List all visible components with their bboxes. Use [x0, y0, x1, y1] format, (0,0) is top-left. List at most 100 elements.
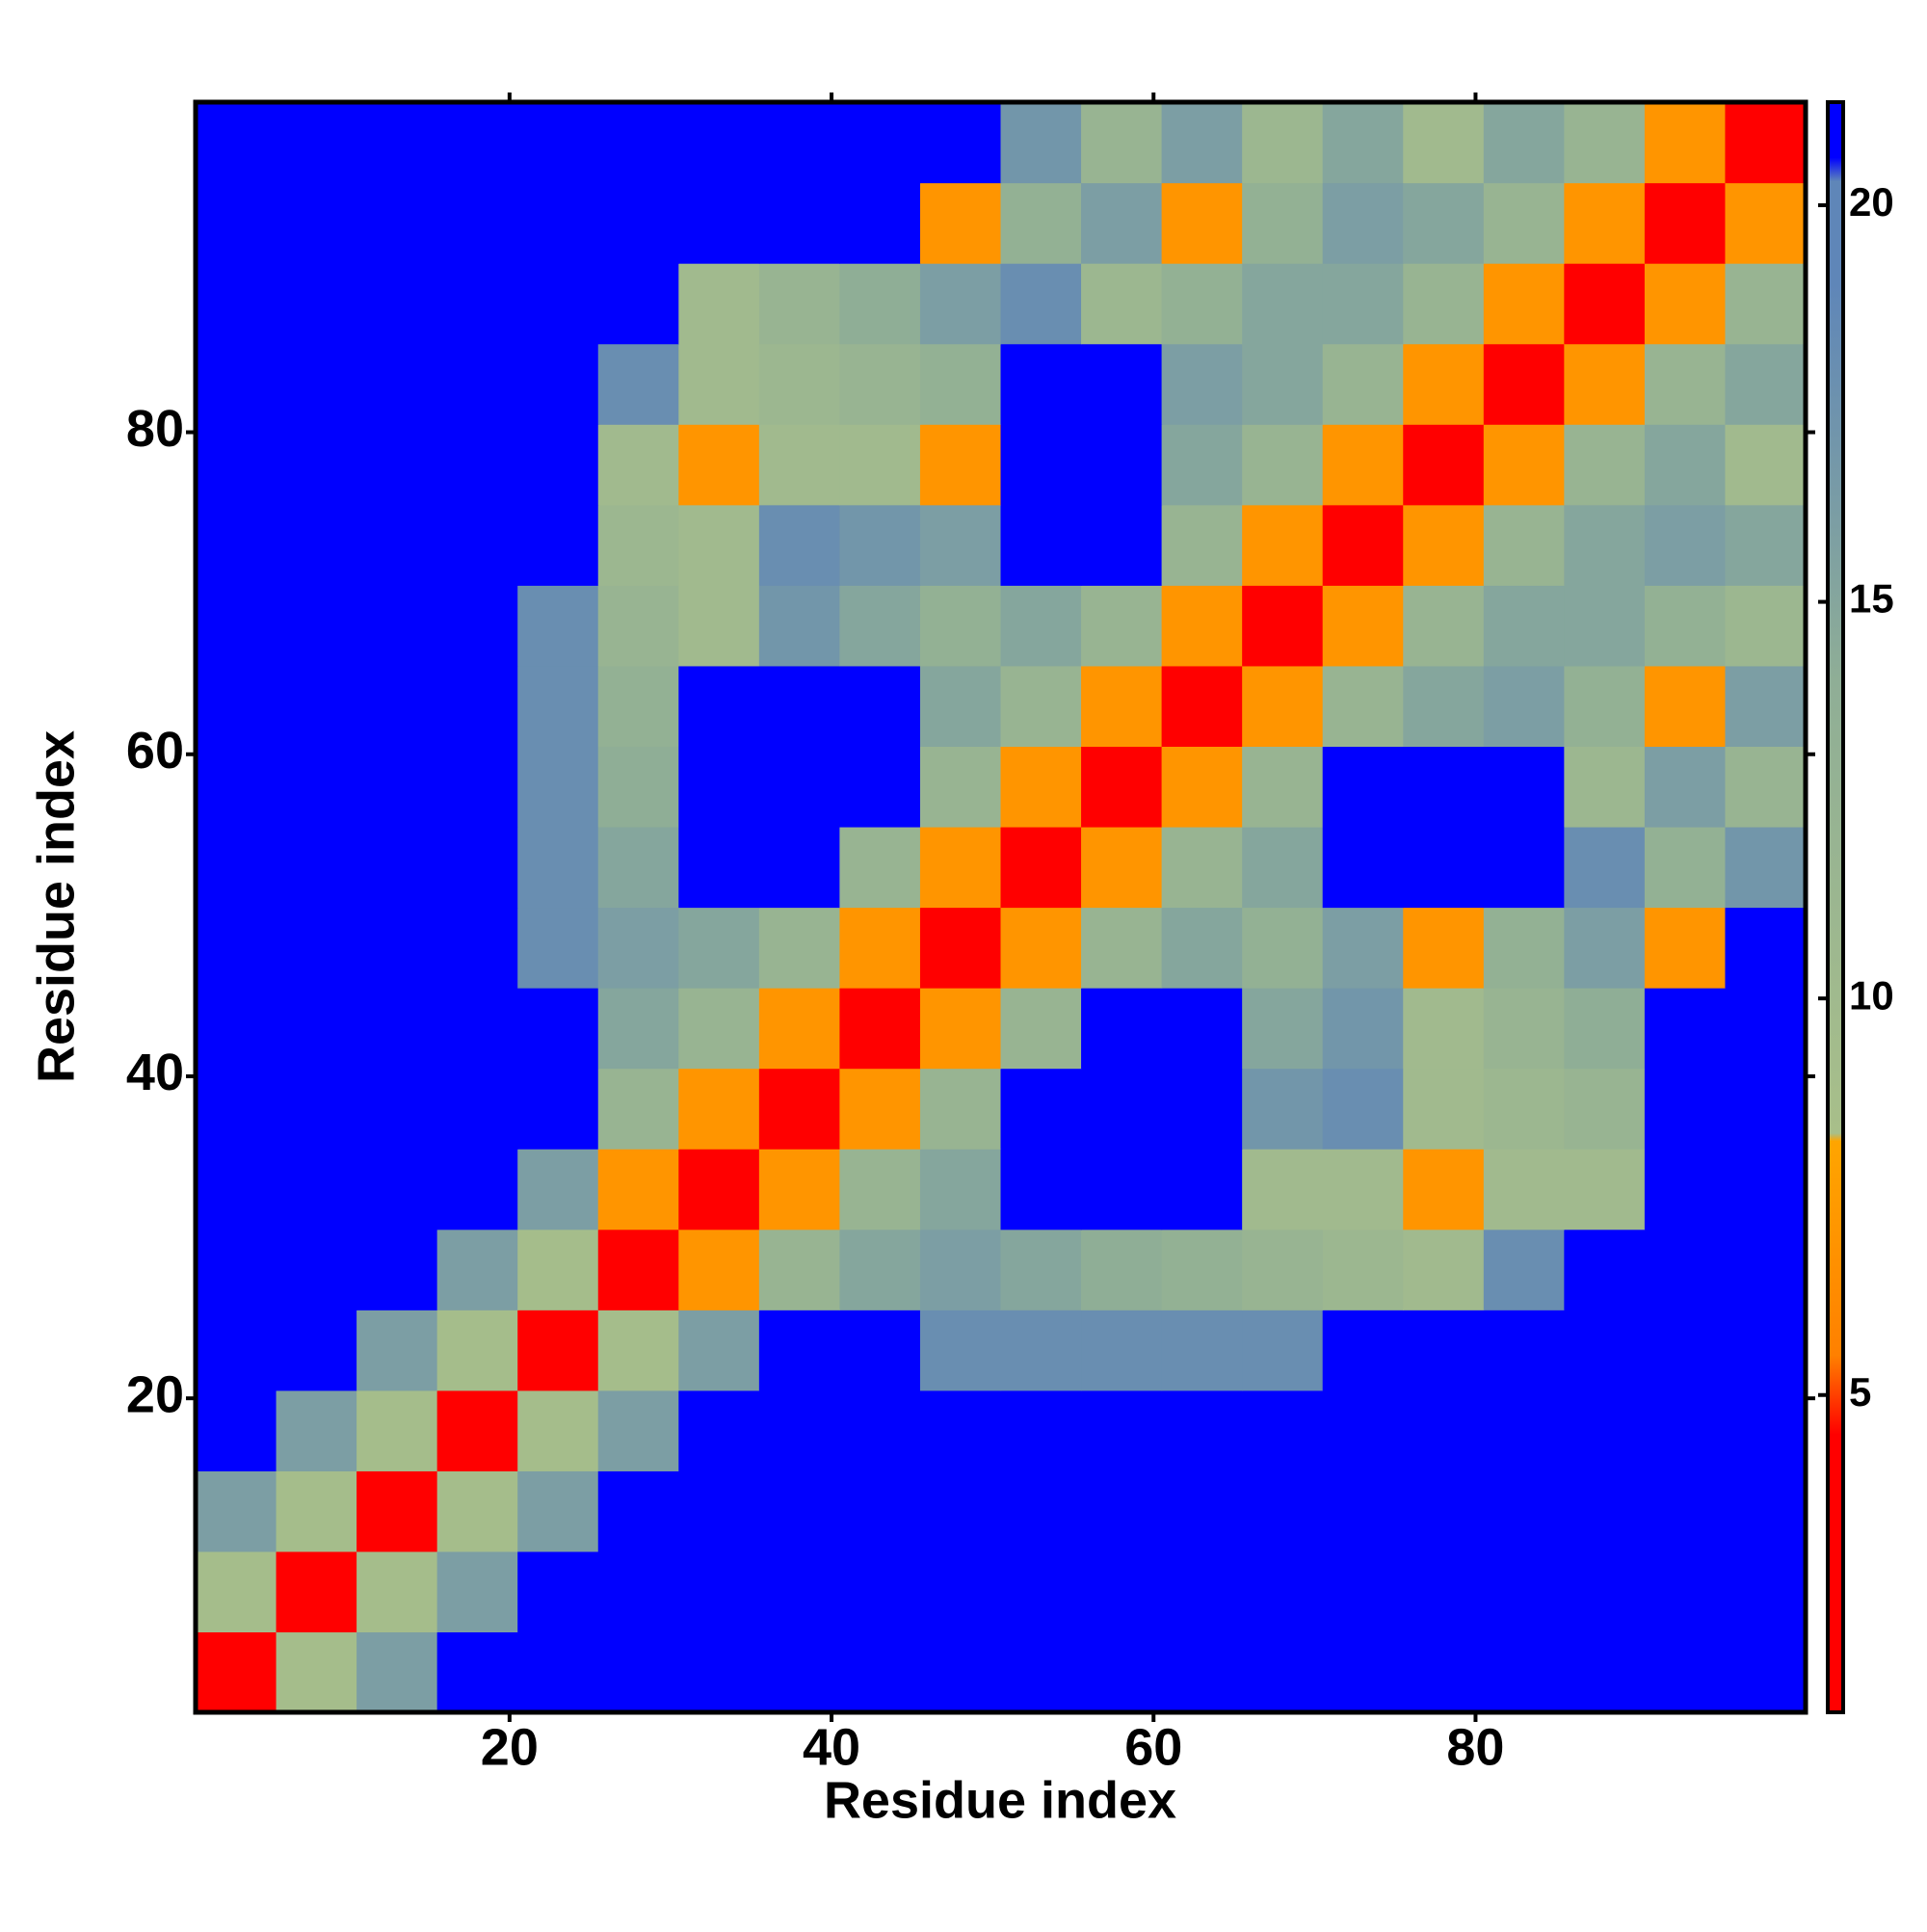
- heatmap-cell: [597, 665, 679, 747]
- heatmap-cell: [1081, 504, 1163, 586]
- heatmap-cell: [356, 1310, 438, 1391]
- heatmap-cell: [1644, 1550, 1727, 1633]
- heatmap-cell: [758, 424, 840, 506]
- heatmap-cell: [1644, 585, 1727, 667]
- heatmap-cell: [919, 102, 1002, 184]
- heatmap-cell: [1081, 585, 1163, 667]
- heatmap-cell: [1000, 1149, 1082, 1231]
- heatmap-cell: [1644, 343, 1727, 425]
- heatmap-cell: [196, 1310, 277, 1391]
- heatmap-cell: [1644, 1310, 1727, 1391]
- heatmap-cell: [1564, 826, 1646, 909]
- heatmap-cell: [678, 1389, 760, 1471]
- heatmap-cell: [597, 1470, 679, 1552]
- heatmap-cell: [356, 1149, 438, 1231]
- heatmap-cell: [356, 1550, 438, 1633]
- heatmap-cell: [517, 1631, 599, 1713]
- heatmap-cell: [436, 585, 518, 667]
- heatmap-cell: [517, 585, 599, 667]
- heatmap-cell: [839, 182, 921, 264]
- heatmap-cell: [196, 585, 277, 667]
- heatmap-cell: [276, 504, 357, 586]
- heatmap-cell: [1000, 1229, 1082, 1310]
- heatmap-cell: [1081, 102, 1163, 184]
- heatmap-cell: [839, 1389, 921, 1471]
- heatmap-cell: [196, 1068, 277, 1150]
- heatmap-cells: [196, 102, 1807, 1713]
- heatmap-cell: [436, 1389, 518, 1471]
- heatmap-cell: [276, 1068, 357, 1150]
- heatmap-cell: [678, 826, 760, 909]
- heatmap-cell: [758, 1631, 840, 1713]
- heatmap-cell: [1242, 424, 1324, 506]
- heatmap-cell: [758, 1470, 840, 1552]
- heatmap-cell: [597, 343, 679, 425]
- heatmap-cell: [1725, 907, 1807, 989]
- x-tick-label: 60: [1124, 1718, 1182, 1776]
- heatmap-cell: [356, 988, 438, 1070]
- y-tick-label: 80: [126, 400, 184, 458]
- heatmap-cell: [839, 343, 921, 425]
- heatmap-cell: [1564, 665, 1646, 747]
- heatmap-cell: [1483, 988, 1565, 1070]
- heatmap-cell: [678, 988, 760, 1070]
- heatmap-cell: [839, 826, 921, 909]
- heatmap-cell: [1322, 1631, 1404, 1713]
- heatmap-cell: [758, 182, 840, 264]
- heatmap-cell: [356, 424, 438, 506]
- heatmap-cell: [1644, 746, 1727, 828]
- heatmap-cell: [1644, 1389, 1727, 1471]
- heatmap-cell: [678, 665, 760, 747]
- heatmap-cell: [1725, 424, 1807, 506]
- heatmap-cell: [1322, 424, 1404, 506]
- heatmap-cell: [1483, 665, 1565, 747]
- heatmap-cell: [356, 504, 438, 586]
- heatmap-cell: [758, 1310, 840, 1391]
- heatmap-cell: [758, 343, 840, 425]
- heatmap-cell: [1322, 182, 1404, 264]
- heatmap-cell: [196, 102, 277, 184]
- heatmap-cell: [1725, 746, 1807, 828]
- heatmap-cell: [1161, 746, 1243, 828]
- heatmap-cell: [1725, 343, 1807, 425]
- heatmap-cell: [276, 1149, 357, 1231]
- heatmap-cell: [678, 1550, 760, 1633]
- heatmap-cell: [276, 182, 357, 264]
- heatmap-cell: [436, 1550, 518, 1633]
- heatmap-cell: [356, 182, 438, 264]
- heatmap-cell: [839, 988, 921, 1070]
- heatmap-cell: [597, 504, 679, 586]
- heatmap-cell: [1483, 746, 1565, 828]
- heatmap-cell: [1322, 1068, 1404, 1150]
- heatmap-cell: [1161, 102, 1243, 184]
- heatmap-cell: [276, 1389, 357, 1471]
- heatmap-cell: [919, 1149, 1002, 1231]
- heatmap-cell: [758, 1550, 840, 1633]
- heatmap-cell: [1564, 1631, 1646, 1713]
- heatmap-cell: [1564, 1229, 1646, 1310]
- heatmap-cell: [356, 263, 438, 345]
- heatmap-cell: [1403, 907, 1485, 989]
- heatmap-cell: [678, 263, 760, 345]
- heatmap-cell: [1644, 263, 1727, 345]
- heatmap-cell: [517, 343, 599, 425]
- heatmap-cell: [678, 907, 760, 989]
- heatmap-cell: [1000, 1470, 1082, 1552]
- heatmap-cell: [678, 746, 760, 828]
- heatmap-cell: [196, 826, 277, 909]
- heatmap-cell: [919, 1550, 1002, 1633]
- heatmap-cell: [758, 1229, 840, 1310]
- heatmap-cell: [1564, 1068, 1646, 1150]
- y-tick-label: 20: [126, 1365, 184, 1423]
- heatmap-cell: [839, 1068, 921, 1150]
- heatmap-cell: [919, 424, 1002, 506]
- heatmap-cell: [839, 1229, 921, 1310]
- heatmap-cell: [1644, 102, 1727, 184]
- heatmap-cell: [1000, 988, 1082, 1070]
- heatmap-cell: [839, 424, 921, 506]
- heatmap-cell: [1403, 1550, 1485, 1633]
- heatmap-cell: [356, 1470, 438, 1552]
- heatmap-cell: [276, 263, 357, 345]
- heatmap-cell: [1483, 182, 1565, 264]
- heatmap-cell: [1483, 102, 1565, 184]
